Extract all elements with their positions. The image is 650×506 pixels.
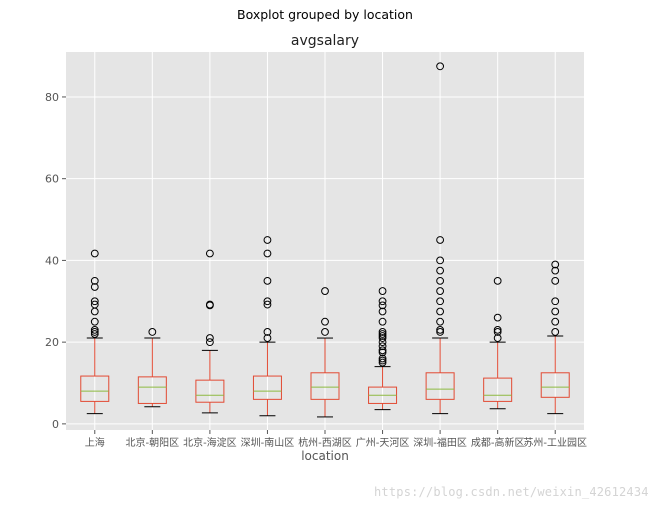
box-body <box>425 372 455 400</box>
box-outlier <box>436 256 445 265</box>
box-outlier <box>90 328 99 336</box>
box-outlier <box>378 287 387 295</box>
box-outlier <box>321 328 329 336</box>
box-body <box>252 375 282 400</box>
box-outlier <box>90 330 99 338</box>
y-tick-label: 40 <box>45 254 59 267</box>
box-outlier <box>551 276 560 285</box>
box-outlier <box>378 297 387 306</box>
box-outlier <box>321 317 329 326</box>
box-outlier <box>205 249 214 258</box>
y-tick-label: 60 <box>45 173 59 186</box>
box-body <box>195 379 225 403</box>
box-outlier <box>551 307 560 316</box>
x-tick-label: 北京-海淀区 <box>183 436 237 449</box>
box-outlier <box>90 283 99 291</box>
box-outlier <box>436 325 445 334</box>
box-outlier <box>263 249 272 258</box>
x-tick-label: 上海 <box>85 436 105 449</box>
box-outlier <box>378 338 387 347</box>
box-outlier <box>493 328 502 336</box>
x-tick-label: 北京-朝阳区 <box>126 436 180 449</box>
box-outlier <box>436 328 445 336</box>
box-outlier <box>378 348 387 357</box>
box-body <box>540 372 570 398</box>
figure-suptitle: Boxplot grouped by location <box>237 7 413 22</box>
box-outlier <box>436 297 445 306</box>
watermark-url: https://blog.csdn.net/weixin_42612434 <box>374 485 649 499</box>
box-outlier <box>551 266 560 275</box>
box-outlier <box>263 300 272 309</box>
box-outlier <box>436 287 445 295</box>
box-outlier <box>90 249 99 258</box>
box-outlier <box>436 317 445 326</box>
box-outlier <box>378 301 387 310</box>
box-outlier <box>321 287 329 295</box>
y-tick-label: 80 <box>45 91 59 104</box>
box-outlier <box>493 325 502 334</box>
box-outlier <box>493 313 502 322</box>
box-outlier <box>378 354 387 363</box>
box-outlier <box>551 317 560 326</box>
box-outlier <box>378 346 387 355</box>
box-outlier <box>90 317 99 326</box>
x-tick-label: 广州-天河区 <box>356 437 410 449</box>
box-outlier <box>493 276 502 285</box>
box-outlier <box>263 236 272 244</box>
box-outlier <box>378 317 387 326</box>
y-tick-label: 20 <box>45 336 59 349</box>
box-outlier <box>378 332 387 340</box>
box-outlier <box>148 328 157 336</box>
box-outlier <box>378 356 387 365</box>
box-outlier <box>90 325 99 334</box>
box-body <box>80 375 110 402</box>
box-outlier <box>378 330 387 338</box>
box-outlier <box>551 260 560 269</box>
box-outlier <box>378 334 387 342</box>
y-tick-label: 0 <box>52 418 59 431</box>
box-outlier <box>90 300 99 309</box>
box-outlier <box>205 334 214 342</box>
box-outlier <box>436 266 445 275</box>
axes-title: avgsalary <box>291 33 359 49</box>
box-outlier <box>551 297 560 306</box>
x-tick-label: 苏州-工业园区 <box>523 436 587 449</box>
x-tick-label: 深圳-福田区 <box>413 436 467 449</box>
box-outlier <box>90 276 99 285</box>
box-outlier <box>493 334 502 342</box>
x-axis-label: location <box>301 449 349 463</box>
box-outlier <box>436 276 445 285</box>
box-outlier <box>263 334 272 342</box>
box-outlier <box>205 300 214 309</box>
box-body <box>483 377 513 402</box>
box-outlier <box>263 328 272 336</box>
x-tick-label: 深圳-南山区 <box>241 436 295 449</box>
box-outlier <box>436 307 445 316</box>
box-outlier <box>205 338 214 347</box>
box-body <box>137 376 167 404</box>
box-outlier <box>263 297 272 306</box>
box-outlier <box>263 276 272 285</box>
box-outlier <box>378 328 387 336</box>
box-outlier <box>436 236 445 244</box>
box-outlier <box>378 342 387 351</box>
box-outlier <box>436 62 445 71</box>
box-outlier <box>551 328 560 336</box>
x-tick-label: 杭州-西湖区 <box>298 436 352 449</box>
box-outlier <box>378 307 387 316</box>
box-outlier <box>378 358 387 367</box>
box-outlier <box>90 297 99 306</box>
x-tick-label: 成都-高新区 <box>471 436 525 449</box>
box-body <box>310 372 340 400</box>
